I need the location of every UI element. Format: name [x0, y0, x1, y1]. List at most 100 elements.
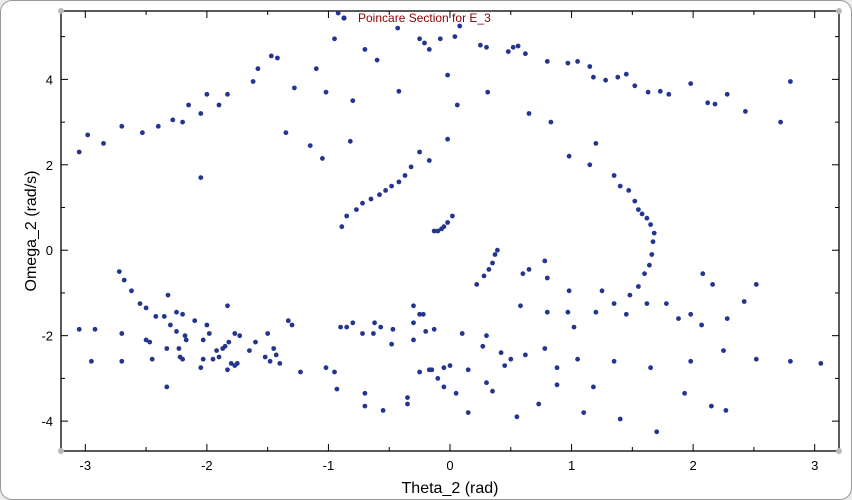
data-point	[168, 322, 173, 328]
data-point	[498, 350, 504, 356]
data-point	[723, 408, 729, 413]
data-point	[247, 348, 252, 353]
data-point	[650, 239, 656, 245]
data-point	[119, 123, 125, 129]
data-point	[180, 119, 186, 125]
data-point	[591, 74, 596, 80]
data-point	[486, 267, 492, 272]
data-point	[581, 410, 587, 415]
data-point	[347, 138, 353, 144]
data-point	[417, 311, 422, 317]
data-point	[313, 66, 319, 72]
data-point	[298, 369, 303, 375]
data-point	[542, 258, 548, 264]
data-point	[484, 333, 489, 339]
data-point	[544, 59, 550, 64]
data-point	[147, 339, 153, 345]
x-axis-label: Theta_2 (rad)	[402, 480, 499, 497]
data-point	[700, 271, 706, 277]
data-point	[480, 343, 486, 349]
resize-handle[interactable]	[836, 8, 842, 14]
plot-frame	[60, 10, 840, 452]
data-point	[283, 130, 289, 136]
data-point	[378, 324, 384, 330]
data-point	[664, 301, 669, 306]
resize-handle[interactable]	[836, 448, 842, 454]
data-point	[420, 311, 426, 317]
data-point	[289, 322, 295, 328]
data-point	[688, 358, 694, 364]
x-tick-label: -2	[201, 458, 213, 473]
data-point	[505, 49, 511, 54]
x-tick-label: 2	[690, 458, 697, 473]
data-point	[639, 211, 645, 217]
data-point	[164, 346, 170, 351]
data-point	[354, 207, 359, 213]
data-point	[526, 267, 532, 272]
data-point	[623, 71, 629, 77]
data-point	[688, 81, 694, 86]
data-point	[253, 339, 258, 345]
data-point	[170, 117, 176, 123]
data-point	[632, 198, 638, 204]
data-point	[119, 331, 125, 336]
data-point	[642, 271, 647, 277]
data-point	[225, 303, 230, 309]
data-point	[153, 314, 159, 319]
data-point	[705, 100, 711, 106]
data-point	[411, 320, 416, 326]
data-point	[741, 299, 747, 304]
data-point	[743, 109, 748, 114]
data-point	[484, 380, 489, 386]
data-point	[174, 329, 179, 334]
data-point	[338, 324, 343, 330]
data-point	[323, 365, 329, 371]
data-point	[591, 384, 596, 390]
x-tick-label: 0	[446, 458, 453, 473]
data-point	[452, 34, 458, 39]
data-point	[502, 363, 508, 368]
data-point	[441, 384, 447, 390]
data-point	[565, 60, 571, 66]
data-point	[453, 390, 459, 396]
data-point	[626, 188, 632, 193]
data-point	[180, 311, 186, 317]
data-point	[426, 158, 432, 163]
data-point	[225, 367, 230, 373]
axis-ticks: -3 -2 -1 0 1 2 3 -4 -2 0 2 4	[41, 11, 839, 473]
resize-handles[interactable]	[58, 8, 842, 454]
data-point	[648, 222, 653, 228]
data-point	[644, 215, 650, 221]
data-point	[180, 356, 186, 362]
data-point	[362, 390, 368, 396]
data-point	[459, 331, 465, 336]
data-point	[237, 333, 243, 339]
data-point	[417, 36, 422, 42]
data-point	[396, 179, 402, 185]
data-point	[712, 101, 718, 107]
resize-handle[interactable]	[58, 448, 64, 454]
data-point	[654, 429, 660, 435]
y-tick-label: 2	[46, 158, 53, 173]
data-point	[417, 369, 422, 375]
resize-handle[interactable]	[58, 8, 64, 14]
data-point	[431, 228, 437, 234]
data-point	[484, 44, 489, 50]
data-point	[285, 318, 291, 324]
data-point	[495, 247, 500, 253]
y-tick-label: -2	[41, 329, 53, 344]
data-point	[435, 376, 441, 381]
data-point	[137, 301, 143, 306]
x-tick-label: 3	[811, 458, 818, 473]
data-point	[510, 44, 516, 50]
data-point	[204, 91, 210, 97]
data-point	[92, 326, 98, 332]
data-point	[368, 196, 374, 202]
data-point	[268, 53, 274, 59]
data-point	[116, 269, 122, 274]
y-tick-label: 4	[46, 72, 53, 87]
data-point	[450, 213, 455, 219]
data-point	[526, 111, 532, 116]
